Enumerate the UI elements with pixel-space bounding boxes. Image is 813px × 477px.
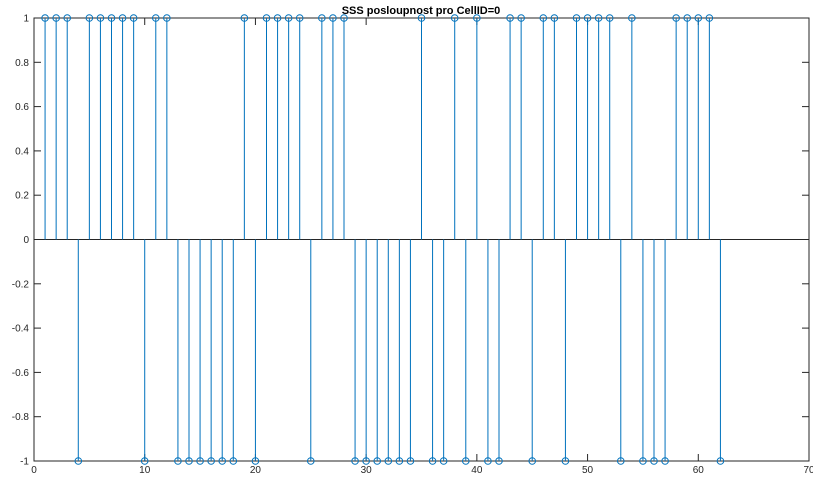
stem-marker	[340, 14, 348, 22]
stem-marker	[74, 457, 83, 465]
y-tick-label: 0	[23, 235, 29, 246]
y-tick-label: -0.6	[12, 368, 30, 379]
y-tick-labels: -1 -0.8 -0.6 -0.4 -0.2 0 0.2 0.4 0.6 0.8 1	[12, 14, 30, 468]
stem-marker	[229, 457, 238, 465]
stem-marker	[517, 14, 525, 22]
stem-marker	[251, 457, 260, 465]
stem-marker	[140, 457, 149, 465]
y-tick-label: 0.6	[15, 102, 29, 113]
stem-marker	[129, 14, 138, 22]
stem-marker	[107, 14, 116, 22]
stem-marker	[63, 14, 72, 22]
stem-marker	[362, 457, 370, 465]
stem-marker	[672, 14, 680, 22]
stem-marker	[605, 14, 614, 22]
stem-marker	[351, 457, 359, 465]
stem-marker	[96, 14, 105, 22]
stem-marker	[528, 457, 537, 465]
stem-marker	[583, 14, 592, 22]
x-tick-label: 60	[693, 465, 705, 476]
y-tick-label: 0.4	[15, 146, 29, 157]
stem-marker	[639, 457, 647, 465]
stem-marker	[273, 14, 282, 22]
x-tick-label: 0	[31, 465, 37, 476]
x-tick-label: 30	[361, 465, 373, 476]
stem-marker	[41, 14, 49, 22]
stem-marker	[395, 457, 404, 465]
y-tick-label: -0.8	[12, 412, 30, 423]
stem-marker	[163, 14, 171, 22]
y-tick-label: -1	[20, 457, 29, 468]
stem-marker	[318, 14, 326, 22]
stem-marker	[473, 14, 481, 22]
stem-marker	[495, 457, 503, 465]
stem-marker	[716, 457, 725, 465]
x-tick-labels: 0 10 20 30 40 50 60 70	[31, 465, 813, 476]
stem-marker	[185, 457, 193, 465]
stem-marker	[616, 457, 625, 465]
stem-marker	[417, 14, 426, 22]
stem-marker	[572, 14, 581, 22]
stem-marker	[284, 14, 293, 22]
stem-marker	[550, 14, 559, 22]
x-tick-label: 20	[250, 465, 262, 476]
y-tick-label: -0.4	[12, 324, 30, 335]
y-tick-label: 0.8	[15, 58, 29, 69]
stem-marker	[705, 14, 714, 22]
stem-marker	[439, 457, 448, 465]
stem-marker	[85, 14, 94, 22]
stem-marker	[661, 457, 669, 465]
x-tick-label: 70	[803, 465, 813, 476]
stem-marker	[594, 14, 603, 22]
stem-marker	[196, 457, 204, 465]
stem-marker	[694, 14, 703, 22]
y-tick-label: 0.2	[15, 191, 29, 202]
stem-markers	[41, 14, 725, 465]
x-tick-label: 10	[139, 465, 151, 476]
chart-title: SSS posloupnost pro CellID=0	[342, 5, 501, 17]
stem-marker	[561, 457, 570, 465]
stem-marker	[240, 14, 249, 22]
stem-marker	[218, 457, 227, 465]
stem-marker	[450, 14, 459, 22]
stem-marker	[683, 14, 692, 22]
stem-marker	[151, 14, 160, 22]
stem-marker	[628, 14, 636, 22]
stem-marker	[295, 14, 304, 22]
stems	[44, 18, 721, 461]
stem-marker	[539, 14, 548, 22]
y-tick-label: -0.2	[12, 279, 30, 290]
stem-marker	[174, 457, 182, 465]
x-tick-label: 50	[582, 465, 594, 476]
stem-marker	[118, 14, 127, 22]
x-tick-label: 40	[471, 465, 483, 476]
stem-marker	[373, 457, 382, 465]
stem-marker	[461, 457, 470, 465]
stem-marker	[428, 457, 437, 465]
stem-marker	[650, 457, 658, 465]
stem-marker	[52, 14, 60, 22]
stem-marker	[484, 457, 492, 465]
stem-marker	[306, 457, 315, 465]
stem-marker	[406, 457, 415, 465]
stem-marker	[384, 457, 393, 465]
stem-marker	[262, 14, 271, 22]
stem-marker	[329, 14, 337, 22]
stem-marker	[506, 14, 514, 22]
y-tick-label: 1	[23, 14, 29, 25]
stem-marker	[207, 457, 215, 465]
